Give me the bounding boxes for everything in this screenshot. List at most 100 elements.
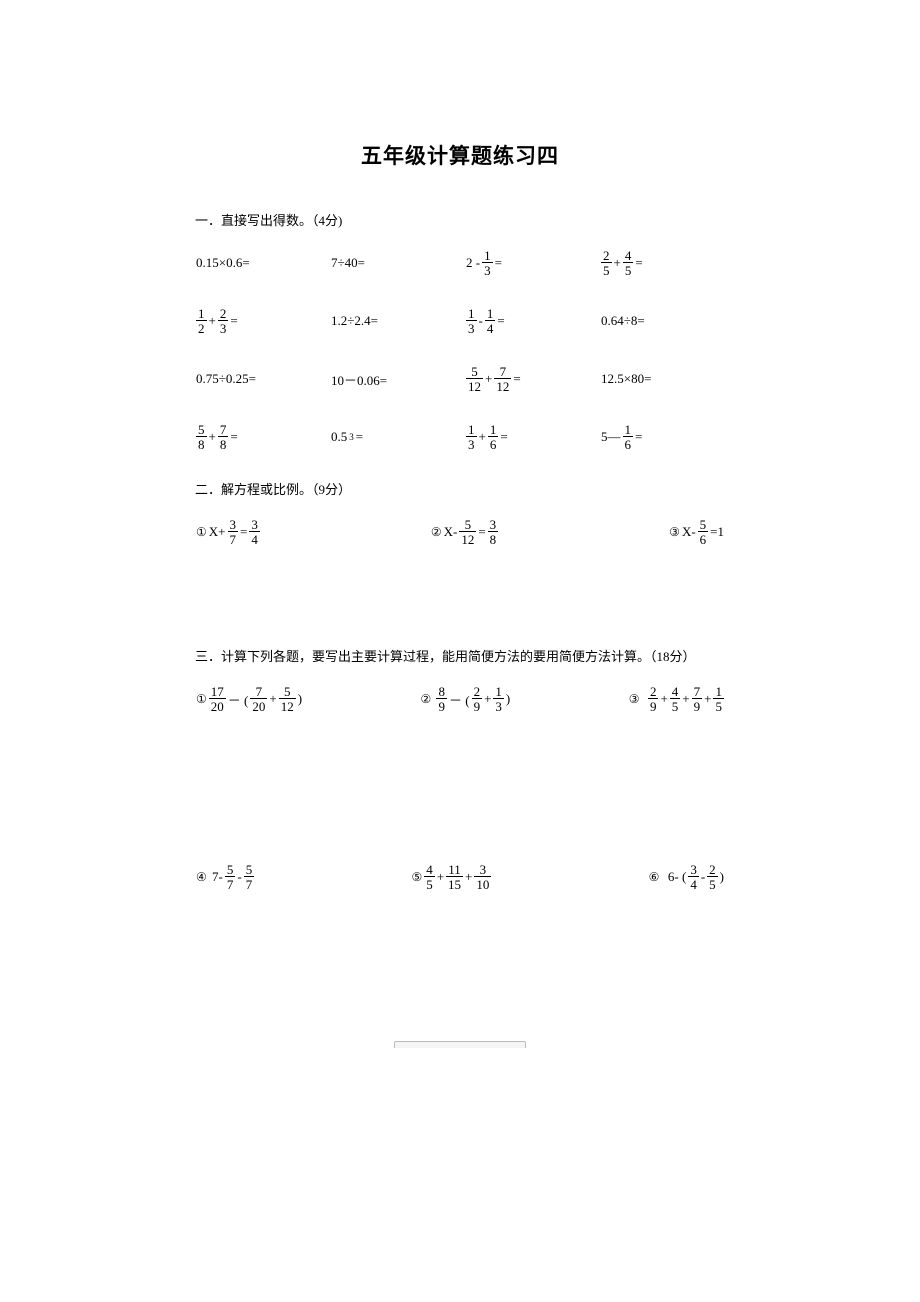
expr-text: 7÷40= (331, 255, 365, 271)
denominator: 5 (707, 877, 718, 891)
denominator: 10 (474, 877, 491, 891)
fraction: 12 (196, 307, 207, 335)
numerator: 8 (436, 685, 447, 699)
calc-cell: ⑥ 6- ( 34 - 25 ) (648, 863, 725, 891)
numerator: 3 (488, 518, 499, 532)
superscript: 3 (349, 432, 354, 442)
fraction: 512 (466, 365, 483, 393)
denominator: 12 (459, 532, 476, 546)
expr-text: X- (682, 524, 696, 540)
expr-text: + (704, 691, 711, 707)
fraction: 89 (436, 685, 447, 713)
numerator: 1 (196, 307, 207, 321)
numerator: 4 (424, 863, 435, 877)
fraction: 13 (482, 249, 493, 277)
expr-text: = (513, 371, 520, 387)
fraction: 34 (249, 518, 260, 546)
fraction: 29 (648, 685, 659, 713)
fraction: 25 (707, 863, 718, 891)
denominator: 7 (225, 877, 236, 891)
fraction: 1720 (209, 685, 226, 713)
numerator: 5 (459, 518, 476, 532)
denominator: 8 (488, 532, 499, 546)
problem-cell: 10－0.06= (330, 365, 455, 393)
problem-cell: 1.2÷2.4= (330, 307, 455, 335)
fraction: 57 (244, 863, 255, 891)
expr-text: + (682, 691, 689, 707)
expr-text: 2 - (466, 255, 480, 271)
equation-cell: ② X- 512 = 38 (430, 518, 499, 546)
fraction: 23 (218, 307, 229, 335)
section-1-grid: 0.15×0.6= 7÷40= 2 - 13 = 25 + 45 = 12 + … (195, 249, 725, 451)
denominator: 3 (466, 437, 477, 451)
equation-cell: ① X+ 37 = 34 (195, 518, 261, 546)
denominator: 5 (623, 263, 634, 277)
numerator: 5 (225, 863, 236, 877)
fraction: 37 (228, 518, 239, 546)
expr-text: = (635, 255, 642, 271)
denominator: 2 (196, 321, 207, 335)
fraction: 78 (218, 423, 229, 451)
fraction: 45 (623, 249, 634, 277)
problem-cell: 12 + 23 = (195, 307, 320, 335)
numerator: 5 (279, 685, 296, 699)
expr-text: 0.15×0.6= (196, 255, 250, 271)
denominator: 3 (218, 321, 229, 335)
calc-cell: ⑤ 45 + 1115 + 310 (410, 863, 492, 891)
expr-text: ) (720, 869, 724, 885)
problem-cell: 58 + 78 = (195, 423, 320, 451)
numerator: 7 (692, 685, 703, 699)
fraction: 79 (692, 685, 703, 713)
equation-cell: ③ X- 56 =1 (668, 518, 725, 546)
item-label: ② (420, 692, 431, 707)
numerator: 7 (218, 423, 229, 437)
calc-row-2: ④ 7- 57 - 57 ⑤ 45 + 1115 + 310 ⑥ 6- ( 34… (195, 863, 725, 891)
denominator: 9 (472, 699, 483, 713)
fraction: 310 (474, 863, 491, 891)
expr-text: + (209, 429, 216, 445)
fraction: 13 (466, 307, 477, 335)
numerator: 2 (472, 685, 483, 699)
denominator: 12 (466, 379, 483, 393)
denominator: 12 (279, 699, 296, 713)
fraction: 512 (459, 518, 476, 546)
fraction: 14 (485, 307, 496, 335)
numerator: 3 (474, 863, 491, 877)
denominator: 3 (482, 263, 493, 277)
item-label: ④ (196, 870, 207, 885)
fraction: 720 (250, 685, 267, 713)
item-label: ⑤ (411, 870, 422, 885)
numerator: 5 (698, 518, 709, 532)
fraction: 13 (493, 685, 504, 713)
expr-text: = (500, 429, 507, 445)
numerator: 4 (623, 249, 634, 263)
expr-text: = (230, 313, 237, 329)
footer-decoration (394, 1041, 526, 1048)
numerator: 3 (228, 518, 239, 532)
problem-cell: 0.64÷8= (600, 307, 725, 335)
problem-cell: 7÷40= (330, 249, 455, 277)
numerator: 1 (485, 307, 496, 321)
calc-cell: ④ 7- 57 - 57 (195, 863, 255, 891)
denominator: 6 (698, 532, 709, 546)
problem-cell: 2 - 13 = (465, 249, 590, 277)
denominator: 20 (209, 699, 226, 713)
expr-text: = (495, 255, 502, 271)
denominator: 20 (250, 699, 267, 713)
expr-text: 10－0.06= (331, 370, 387, 389)
expr-text: + (465, 869, 472, 885)
expr-text: + (209, 313, 216, 329)
fraction: 25 (601, 249, 612, 277)
calc-cell: ② 89 － ( 29 + 13 ) (419, 685, 511, 713)
numerator: 7 (250, 685, 267, 699)
numerator: 2 (648, 685, 659, 699)
denominator: 6 (488, 437, 499, 451)
expr-text: X+ (209, 524, 226, 540)
numerator: 4 (670, 685, 681, 699)
fraction: 15 (713, 685, 724, 713)
expr-text: X- (444, 524, 458, 540)
expr-text: 1.2÷2.4= (331, 313, 378, 329)
fraction: 38 (488, 518, 499, 546)
expr-text: + (437, 869, 444, 885)
denominator: 3 (466, 321, 477, 335)
